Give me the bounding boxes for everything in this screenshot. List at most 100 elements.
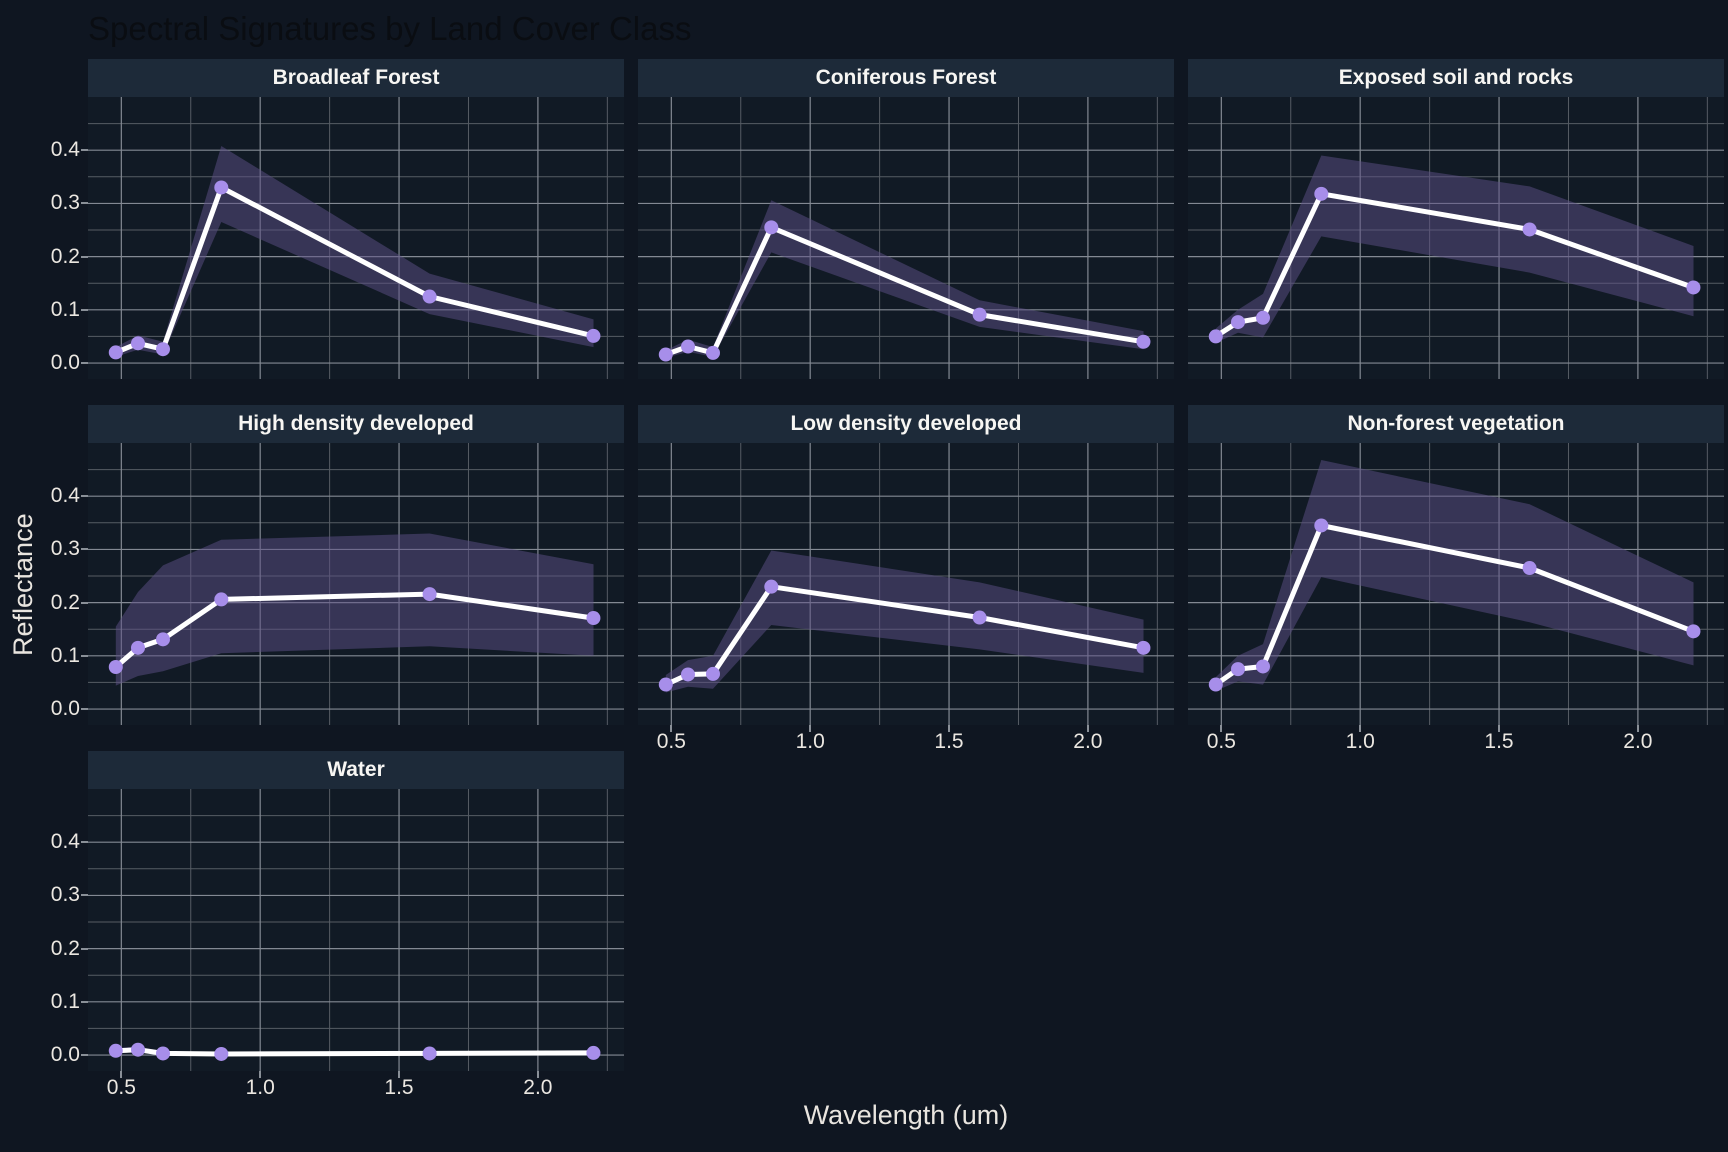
y-tick-label: 0.3 bbox=[50, 191, 80, 215]
y-tick-mark bbox=[81, 601, 88, 604]
facet-strip-label: Low density developed bbox=[790, 412, 1022, 435]
data-point bbox=[1522, 222, 1537, 237]
facet-strip: Broadleaf Forest bbox=[88, 59, 624, 97]
data-point bbox=[130, 336, 145, 351]
facet-panel: Coniferous Forest bbox=[638, 59, 1174, 379]
data-point bbox=[130, 640, 145, 655]
facet-strip-label: Coniferous Forest bbox=[815, 66, 997, 89]
facet-strip: Coniferous Forest bbox=[638, 59, 1174, 97]
x-tick-label: 2.0 bbox=[1073, 730, 1103, 753]
y-tick-mark bbox=[81, 894, 88, 897]
y-tick-mark bbox=[81, 495, 88, 498]
data-point bbox=[1255, 659, 1270, 674]
data-point bbox=[1136, 640, 1151, 655]
data-point bbox=[214, 592, 229, 607]
data-point bbox=[1686, 280, 1701, 295]
facet-strip: Exposed soil and rocks bbox=[1188, 59, 1724, 97]
y-tick-mark bbox=[81, 362, 88, 365]
facet-plot-area bbox=[638, 97, 1174, 379]
y-tick-label: 0.4 bbox=[50, 138, 80, 162]
data-point bbox=[1136, 334, 1151, 349]
x-tick-label: 1.5 bbox=[934, 730, 964, 753]
data-point bbox=[680, 339, 695, 354]
x-tick-mark bbox=[1359, 725, 1362, 732]
x-tick-label: 0.5 bbox=[1206, 730, 1236, 753]
x-tick-label: 0.5 bbox=[106, 1076, 136, 1099]
y-tick-label: 0.0 bbox=[50, 351, 80, 375]
facet-strip-label: Exposed soil and rocks bbox=[1338, 66, 1574, 89]
data-point bbox=[972, 610, 987, 625]
y-tick-label: 0.2 bbox=[50, 590, 80, 614]
facet-strip: Non-forest vegetation bbox=[1188, 405, 1724, 443]
y-tick-mark bbox=[81, 202, 88, 205]
y-tick-label: 0.4 bbox=[50, 830, 80, 854]
confidence-ribbon bbox=[665, 200, 1144, 358]
facet-strip: High density developed bbox=[88, 405, 624, 443]
data-point bbox=[108, 345, 123, 360]
data-point bbox=[422, 587, 437, 602]
x-tick-mark bbox=[536, 1071, 539, 1078]
y-tick-mark bbox=[81, 1054, 88, 1057]
facet-plot-area bbox=[88, 789, 624, 1071]
x-tick-label: 1.0 bbox=[245, 1076, 275, 1099]
data-point bbox=[214, 180, 229, 195]
confidence-ribbon bbox=[115, 533, 594, 686]
data-point bbox=[586, 328, 601, 343]
y-tick-mark bbox=[81, 255, 88, 258]
data-point bbox=[155, 632, 170, 647]
confidence-ribbon bbox=[665, 550, 1144, 693]
x-tick-mark bbox=[259, 1071, 262, 1078]
facet-panel: Water 0.0 0.1 0.2 0.3 0.4 0.5 1.0 1.5 2.0 bbox=[51, 751, 624, 1099]
data-point bbox=[422, 1046, 437, 1061]
facet-strip: Water bbox=[88, 751, 624, 789]
y-tick-label: 0.3 bbox=[50, 537, 80, 561]
facet-strip-label: Water bbox=[327, 758, 385, 781]
data-point bbox=[764, 220, 779, 235]
x-tick-label: 1.5 bbox=[1484, 730, 1514, 753]
x-tick-mark bbox=[670, 725, 673, 732]
x-tick-mark bbox=[1498, 725, 1501, 732]
y-tick-mark bbox=[81, 149, 88, 152]
y-tick-label: 0.4 bbox=[50, 484, 80, 508]
y-tick-mark bbox=[81, 548, 88, 551]
data-point bbox=[155, 1046, 170, 1061]
y-tick-label: 0.0 bbox=[50, 1043, 80, 1067]
x-tick-label: 1.0 bbox=[1345, 730, 1375, 753]
facet-strip-label: Non-forest vegetation bbox=[1347, 412, 1565, 435]
x-tick-label: 2.0 bbox=[523, 1076, 553, 1099]
y-tick-label: 0.2 bbox=[50, 936, 80, 960]
confidence-ribbon bbox=[1215, 155, 1694, 343]
y-tick-mark bbox=[81, 1000, 88, 1003]
data-point bbox=[705, 666, 720, 681]
y-tick-mark bbox=[81, 654, 88, 657]
x-tick-mark bbox=[1086, 725, 1089, 732]
x-tick-mark bbox=[1220, 725, 1223, 732]
confidence-ribbon bbox=[115, 146, 594, 357]
facet-plot-area bbox=[1188, 443, 1724, 725]
x-tick-label: 0.5 bbox=[656, 730, 686, 753]
x-tick-mark bbox=[1636, 725, 1639, 732]
y-tick-mark bbox=[81, 947, 88, 950]
data-point bbox=[1686, 624, 1701, 639]
data-point bbox=[1314, 186, 1329, 201]
data-point bbox=[972, 307, 987, 322]
facet-plot-area bbox=[88, 97, 624, 379]
facet-plot-area bbox=[1188, 97, 1724, 379]
data-point bbox=[108, 660, 123, 675]
x-axis-title: Wavelength (um) bbox=[803, 1100, 1009, 1130]
data-point bbox=[1208, 329, 1223, 344]
panel-background bbox=[88, 789, 624, 1071]
y-tick-label: 0.0 bbox=[50, 697, 80, 721]
data-point bbox=[705, 345, 720, 360]
data-point bbox=[130, 1042, 145, 1057]
x-tick-mark bbox=[120, 1071, 123, 1078]
data-point bbox=[586, 1045, 601, 1060]
y-tick-mark bbox=[81, 841, 88, 844]
facet-panel: Broadleaf Forest 0.0 0.1 0.2 0.3 0.4 bbox=[51, 59, 624, 379]
facet-strip-label: High density developed bbox=[238, 412, 474, 435]
data-point bbox=[658, 677, 673, 692]
data-point bbox=[1255, 310, 1270, 325]
facet-panel: Low density developed 0.5 1.0 1.5 2.0 bbox=[638, 405, 1174, 753]
facet-panel: Exposed soil and rocks bbox=[1188, 59, 1724, 379]
